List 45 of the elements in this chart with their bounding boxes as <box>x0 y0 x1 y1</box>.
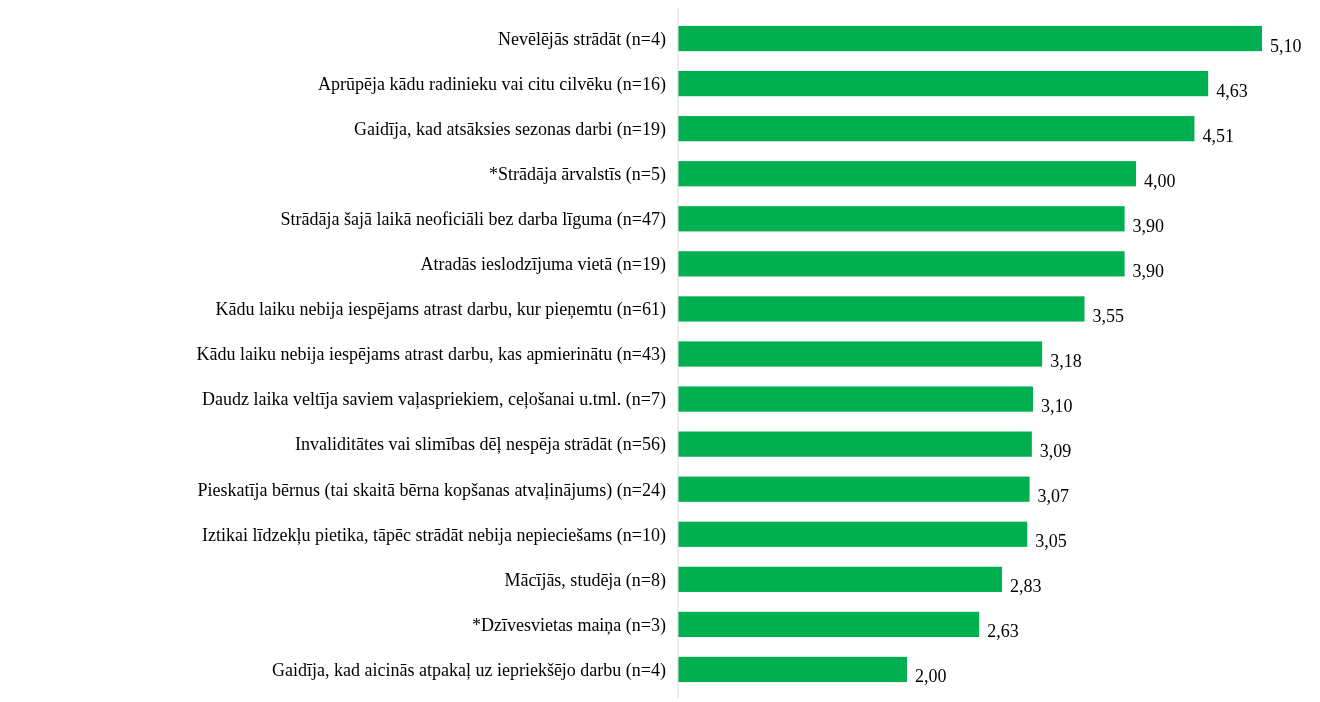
bar <box>678 25 1262 52</box>
data-label: 3,18 <box>1050 351 1082 371</box>
data-label: 3,90 <box>1132 260 1165 281</box>
bar <box>678 251 1125 277</box>
y-tick-label: *Strādāja ārvalstīs (n=5) <box>488 164 666 186</box>
bar <box>678 341 1043 367</box>
y-tick-label: Nevēlējās strādāt (n=4) <box>497 28 666 50</box>
bar <box>678 161 1137 187</box>
y-tick-label: Pieskatīja bērnus (tai skaitā bērna kopšanas atvaļinājums) (n=24) <box>197 479 666 501</box>
data-label: 4,00 <box>1144 170 1176 191</box>
y-tick-label: Kādu laiku nebija iespējams atrast darbu, kur pieņemtu (n=61) <box>215 299 666 321</box>
bar <box>678 116 1195 142</box>
data-label: 3,10 <box>1040 396 1073 417</box>
data-label: 4,51 <box>1202 125 1234 146</box>
bar <box>678 431 1032 457</box>
data-label: 3,07 <box>1037 486 1070 507</box>
y-tick-label: Atradās ieslodzījuma vietā (n=19) <box>420 254 666 276</box>
y-tick-label: Gaidīja, kad aicinās atpakaļ uz iepriekšējo darbu (n=4) <box>272 659 666 681</box>
bar <box>678 521 1028 547</box>
data-label: 3,09 <box>1039 441 1072 462</box>
y-tick-label: Kādu laiku nebija iespējams atrast darbu, kas apmierinātu (n=43) <box>196 344 666 366</box>
data-label: 2,00 <box>915 666 947 687</box>
data-label: 3,90 <box>1132 215 1165 236</box>
data-label: 3,55 <box>1092 305 1125 326</box>
y-tick-label: Strādāja šajā laikā neoficiāli bez darba līguma (n=47) <box>280 209 666 231</box>
data-label: 4,63 <box>1216 80 1248 101</box>
y-tick-label: Daudz laika veltīja saviem vaļaspriekiem, ceļošanai u.tml. (n=7) <box>202 389 666 411</box>
bar <box>678 656 908 683</box>
bar <box>678 566 1003 592</box>
bar <box>678 386 1033 412</box>
data-label: 2,63 <box>987 621 1019 642</box>
y-tick-label: Iztikai līdzekļu pietika, tāpēc strādāt nebija nepieciešams (n=10) <box>202 524 666 546</box>
data-label: 3,05 <box>1035 531 1067 552</box>
bar <box>678 476 1030 502</box>
y-tick-label: Aprūpēja kādu radinieku vai citu cilvēku (n=16) <box>317 73 666 95</box>
y-tick-label: Invaliditātes vai slimības dēļ nespēja strādāt (n=56) <box>294 434 666 456</box>
y-tick-label: *Dzīvesvietas maiņa (n=3) <box>471 614 666 636</box>
data-label: 2,83 <box>1010 576 1042 597</box>
bar <box>678 206 1125 232</box>
y-tick-label: Mācījās, studēja (n=8) <box>504 569 666 591</box>
data-label: 5,10 <box>1270 35 1302 56</box>
bar <box>678 611 980 638</box>
bar <box>678 296 1085 322</box>
y-tick-label: Gaidīja, kad atsāksies sezonas darbi (n=19) <box>353 118 666 140</box>
bar <box>678 70 1209 97</box>
